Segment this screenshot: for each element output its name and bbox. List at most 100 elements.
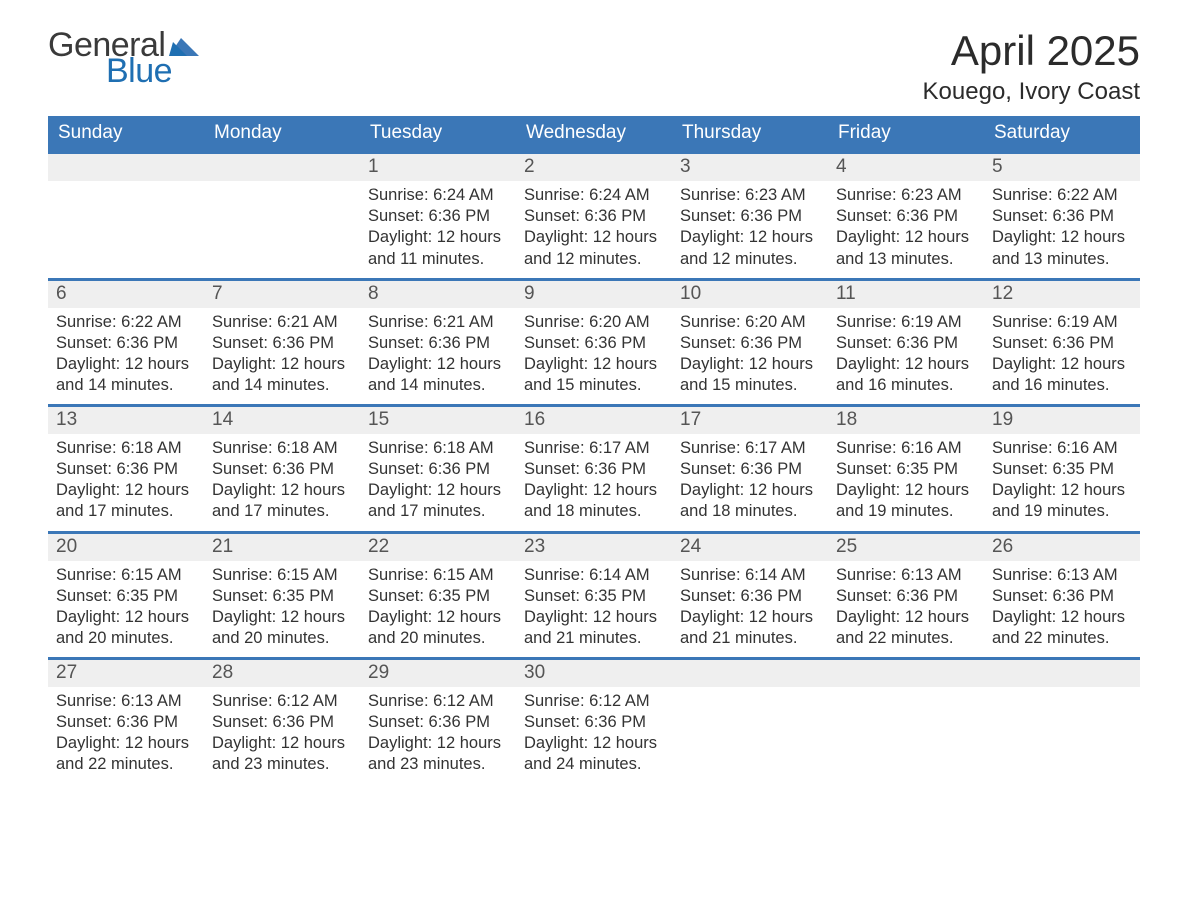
calendar-day-cell: 2Sunrise: 6:24 AMSunset: 6:36 PMDaylight… (516, 153, 672, 279)
calendar-day-cell: 9Sunrise: 6:20 AMSunset: 6:36 PMDaylight… (516, 279, 672, 405)
day-details: Sunrise: 6:24 AMSunset: 6:36 PMDaylight:… (516, 181, 672, 277)
day-number: 22 (360, 534, 516, 561)
sunset-line: Sunset: 6:36 PM (368, 459, 508, 480)
day-number: 25 (828, 534, 984, 561)
calendar-day-cell: 4Sunrise: 6:23 AMSunset: 6:36 PMDaylight… (828, 153, 984, 279)
daylight-line: Daylight: 12 hours and 20 minutes. (56, 607, 196, 649)
day-number: 4 (828, 154, 984, 181)
day-number: 28 (204, 660, 360, 687)
day-number: 24 (672, 534, 828, 561)
sunset-line: Sunset: 6:36 PM (680, 206, 820, 227)
day-number: 15 (360, 407, 516, 434)
calendar-empty-cell (48, 153, 204, 279)
weekday-header: Friday (828, 116, 984, 153)
daylight-line: Daylight: 12 hours and 17 minutes. (212, 480, 352, 522)
calendar-day-cell: 16Sunrise: 6:17 AMSunset: 6:36 PMDayligh… (516, 406, 672, 532)
calendar-week-row: 13 Sunrise: 6:18 AMSunset: 6:36 PMDayligh… (48, 406, 1140, 532)
daylight-line: Daylight: 12 hours and 12 minutes. (524, 227, 664, 269)
sunrise-line: Sunrise: 6:23 AM (680, 185, 820, 206)
calendar-day-cell: 18Sunrise: 6:16 AMSunset: 6:35 PMDayligh… (828, 406, 984, 532)
day-details (672, 687, 828, 699)
sunset-line: Sunset: 6:36 PM (212, 333, 352, 354)
daylight-line: Daylight: 12 hours and 20 minutes. (368, 607, 508, 649)
day-details: Sunrise: 6:17 AMSunset: 6:36 PMDaylight:… (516, 434, 672, 530)
day-details: Sunrise: 6:12 AMSunset: 6:36 PMDaylight:… (204, 687, 360, 783)
sunrise-line: Sunrise: 6:22 AM (56, 312, 196, 333)
daylight-line: Daylight: 12 hours and 24 minutes. (524, 733, 664, 775)
daylight-line: Daylight: 12 hours and 21 minutes. (680, 607, 820, 649)
day-number (204, 154, 360, 181)
month-title: April 2025 (923, 28, 1140, 74)
calendar-day-cell: 13Sunrise: 6:18 AMSunset: 6:36 PMDayligh… (48, 406, 204, 532)
daylight-line: Daylight: 12 hours and 14 minutes. (56, 354, 196, 396)
sunrise-line: Sunrise: 6:19 AM (992, 312, 1132, 333)
day-number: 13 (48, 407, 204, 434)
sunrise-line: Sunrise: 6:19 AM (836, 312, 976, 333)
calendar-day-cell: 10Sunrise: 6:20 AMSunset: 6:36 PMDayligh… (672, 279, 828, 405)
day-details: Sunrise: 6:19 AMSunset: 6:36 PMDaylight:… (828, 308, 984, 404)
daylight-line: Daylight: 12 hours and 18 minutes. (524, 480, 664, 522)
day-details: Sunrise: 6:22 AMSunset: 6:36 PMDaylight:… (48, 308, 204, 404)
sunset-line: Sunset: 6:36 PM (836, 586, 976, 607)
day-number: 29 (360, 660, 516, 687)
day-details: Sunrise: 6:23 AMSunset: 6:36 PMDaylight:… (828, 181, 984, 277)
day-details: Sunrise: 6:18 AMSunset: 6:36 PMDaylight:… (360, 434, 516, 530)
calendar-day-cell: 21Sunrise: 6:15 AMSunset: 6:35 PMDayligh… (204, 532, 360, 658)
day-details: Sunrise: 6:21 AMSunset: 6:36 PMDaylight:… (360, 308, 516, 404)
daylight-line: Daylight: 12 hours and 19 minutes. (836, 480, 976, 522)
day-number: 3 (672, 154, 828, 181)
brand-word-2: Blue (106, 54, 172, 88)
calendar-day-cell: 19Sunrise: 6:16 AMSunset: 6:35 PMDayligh… (984, 406, 1140, 532)
calendar-day-cell: 26Sunrise: 6:13 AMSunset: 6:36 PMDayligh… (984, 532, 1140, 658)
sunrise-line: Sunrise: 6:21 AM (368, 312, 508, 333)
sunrise-line: Sunrise: 6:17 AM (680, 438, 820, 459)
sunset-line: Sunset: 6:36 PM (680, 333, 820, 354)
day-number: 7 (204, 281, 360, 308)
sunset-line: Sunset: 6:36 PM (992, 206, 1132, 227)
sunset-line: Sunset: 6:36 PM (56, 712, 196, 733)
sunrise-line: Sunrise: 6:17 AM (524, 438, 664, 459)
calendar-day-cell: 3 Sunrise: 6:23 AMSunset: 6:36 PMDaylight… (672, 153, 828, 279)
calendar-day-cell: 14Sunrise: 6:18 AMSunset: 6:36 PMDayligh… (204, 406, 360, 532)
calendar-week-row: 27Sunrise: 6:13 AMSunset: 6:36 PMDayligh… (48, 658, 1140, 784)
location-subtitle: Kouego, Ivory Coast (923, 78, 1140, 106)
calendar-day-cell: 22Sunrise: 6:15 AMSunset: 6:35 PMDayligh… (360, 532, 516, 658)
calendar-body: 1Sunrise: 6:24 AMSunset: 6:36 PMDaylight… (48, 153, 1140, 785)
day-details: Sunrise: 6:14 AMSunset: 6:35 PMDaylight:… (516, 561, 672, 657)
day-number: 14 (204, 407, 360, 434)
daylight-line: Daylight: 12 hours and 22 minutes. (836, 607, 976, 649)
sunrise-line: Sunrise: 6:12 AM (368, 691, 508, 712)
sunset-line: Sunset: 6:36 PM (368, 333, 508, 354)
day-details: Sunrise: 6:24 AMSunset: 6:36 PMDaylight:… (360, 181, 516, 277)
calendar-day-cell: 7Sunrise: 6:21 AMSunset: 6:36 PMDaylight… (204, 279, 360, 405)
daylight-line: Daylight: 12 hours and 12 minutes. (680, 227, 820, 269)
calendar-day-cell: 28Sunrise: 6:12 AMSunset: 6:36 PMDayligh… (204, 658, 360, 784)
day-number: 6 (48, 281, 204, 308)
day-details: Sunrise: 6:13 AMSunset: 6:36 PMDaylight:… (984, 561, 1140, 657)
sunset-line: Sunset: 6:35 PM (212, 586, 352, 607)
header: General Blue April 2025 Kouego, Ivory Co… (48, 28, 1140, 106)
day-details: Sunrise: 6:21 AMSunset: 6:36 PMDaylight:… (204, 308, 360, 404)
daylight-line: Daylight: 12 hours and 13 minutes. (992, 227, 1132, 269)
sunrise-line: Sunrise: 6:14 AM (524, 565, 664, 586)
day-number: 2 (516, 154, 672, 181)
sunrise-line: Sunrise: 6:15 AM (212, 565, 352, 586)
weekday-header-row: SundayMondayTuesdayWednesdayThursdayFrid… (48, 116, 1140, 153)
calendar-empty-cell (204, 153, 360, 279)
sunset-line: Sunset: 6:36 PM (680, 459, 820, 480)
sunset-line: Sunset: 6:36 PM (524, 459, 664, 480)
sunrise-line: Sunrise: 6:20 AM (524, 312, 664, 333)
sunset-line: Sunset: 6:36 PM (992, 586, 1132, 607)
sunset-line: Sunset: 6:36 PM (368, 206, 508, 227)
sunrise-line: Sunrise: 6:16 AM (992, 438, 1132, 459)
day-number: 17 (672, 407, 828, 434)
title-block: April 2025 Kouego, Ivory Coast (923, 28, 1140, 106)
calendar-day-cell: 25Sunrise: 6:13 AMSunset: 6:36 PMDayligh… (828, 532, 984, 658)
day-number (48, 154, 204, 181)
day-number: 26 (984, 534, 1140, 561)
day-details: Sunrise: 6:15 AMSunset: 6:35 PMDaylight:… (204, 561, 360, 657)
day-number: 10 (672, 281, 828, 308)
sunrise-line: Sunrise: 6:15 AM (368, 565, 508, 586)
calendar-day-cell: 29Sunrise: 6:12 AMSunset: 6:36 PMDayligh… (360, 658, 516, 784)
day-number: 12 (984, 281, 1140, 308)
